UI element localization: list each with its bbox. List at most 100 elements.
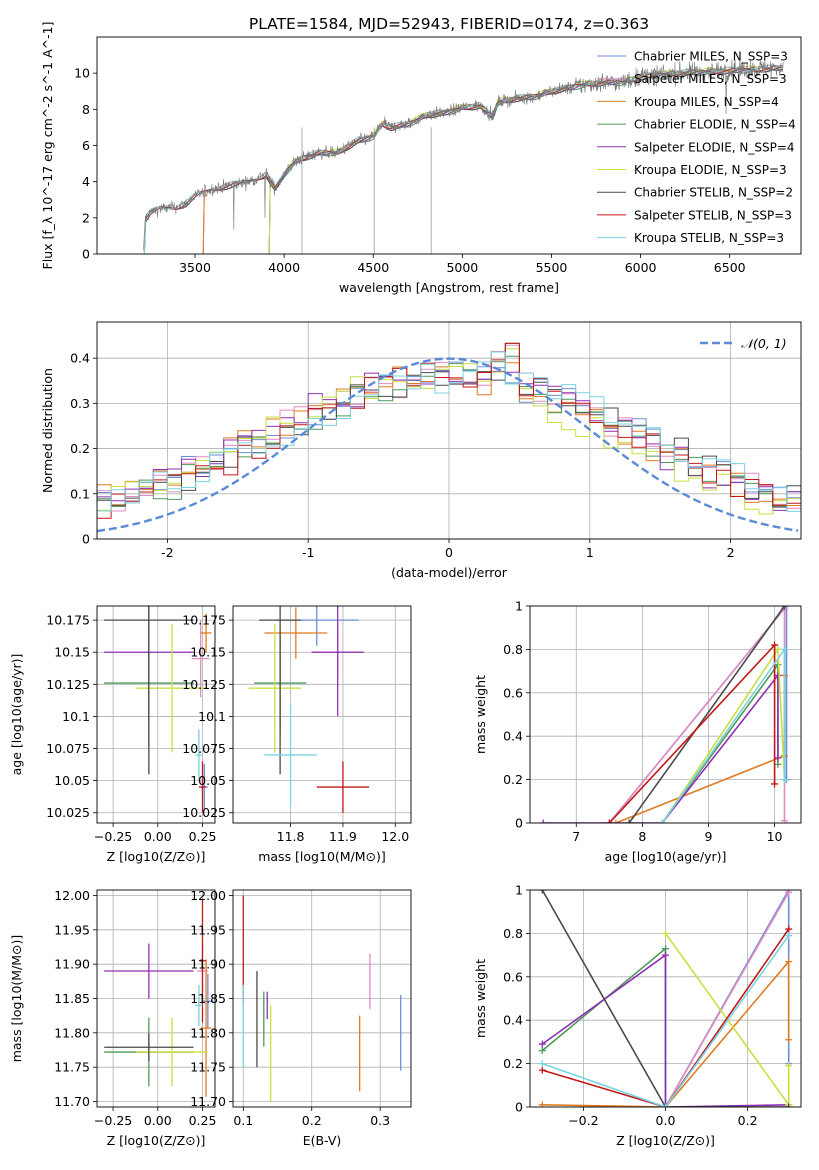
tick-label-x: 6000 <box>625 260 657 275</box>
weight-marker-krou_stelib <box>780 645 788 653</box>
weight-line-krou_stelib <box>542 935 790 1107</box>
tick-label-x: 11.9 <box>329 829 357 844</box>
x-axis-label: E(B-V) <box>303 1133 342 1148</box>
axes-frame <box>529 605 802 824</box>
axes-frame <box>96 605 216 824</box>
panel-5: 7 8 9 10 0 0.2 0.4 0.6 0.8 1 age [log10(age/yr)] ma… <box>473 599 802 864</box>
weight-marker-chab_stelib <box>538 890 546 894</box>
weight-marker-salp_elodie <box>774 671 782 679</box>
axes-frame <box>96 321 802 540</box>
tick-label-y: 0.2 <box>503 1056 523 1071</box>
weight-line-krou_miles <box>615 675 786 823</box>
tick-label-x: 0.00 <box>144 829 172 844</box>
plot-area <box>143 55 784 254</box>
weight-marker-krou_miles <box>612 819 620 823</box>
tick-label-y: 11.80 <box>190 1025 226 1040</box>
legend: Chabrier MILES, N_SSP=3 Salpeter MILES, N… <box>597 50 796 245</box>
tick-label-x: -2 <box>161 545 173 560</box>
tick-label-y: 0.4 <box>70 351 90 366</box>
weight-marker-salp_stelib <box>605 819 613 823</box>
legend-label: Chabrier MILES, N_SSP=3 <box>634 50 788 64</box>
legend-label: Chabrier ELODIE, N_SSP=4 <box>634 118 796 132</box>
plot-area <box>248 606 370 813</box>
x-axis-label: Z [log10(Z/Z⊙)] <box>107 849 206 864</box>
weight-line-salp_elodie <box>541 953 789 1107</box>
tick-label-y: 11.95 <box>54 922 90 937</box>
weight-marker-salp_elodie <box>538 1040 546 1048</box>
x-axis-label: mass [log10(M/M⊙)] <box>258 849 386 864</box>
tick-label-x: 10 <box>767 829 783 844</box>
tick-label-y: 10.15 <box>54 645 90 660</box>
tick-label-y: 10.175 <box>46 613 90 628</box>
tick-label-x: 2 <box>727 545 735 560</box>
tick-label-y: 0.4 <box>503 729 523 744</box>
weight-marker-chab_elodie <box>538 1047 546 1055</box>
tick-label-y: 0.4 <box>503 1013 523 1028</box>
tick-label-y: 0.1 <box>70 486 90 501</box>
weight-line-salp_stelib <box>542 928 790 1107</box>
panel-3: −0.25 0.00 0.25 10.025 10.05 10.075 10.1 10.125… <box>9 605 216 864</box>
y-axis-label: Normed distribution <box>40 368 55 493</box>
legend-label: 𝒩(0, 1) <box>741 336 787 351</box>
tick-label-y: 1 <box>515 883 523 898</box>
weight-marker-salp_stelib <box>771 641 779 649</box>
tick-label-y: 0.2 <box>70 441 90 456</box>
weight-marker-salp_elodie <box>774 754 782 762</box>
panel-2: -2 -1 0 1 2 0 0.1 0.2 0.3 0.4 (data-model)/error No… <box>40 321 802 580</box>
weight-marker-salp_miles <box>785 890 793 896</box>
tick-label-y: 11.85 <box>190 991 226 1006</box>
weight-marker-krou_miles <box>538 1101 546 1107</box>
panel-7: 0.1 0.2 0.3 11.70 11.75 11.80 11.85 11.90 11.95 1… <box>190 888 412 1148</box>
weight-marker-chab_elodie <box>774 760 782 768</box>
y-axis-label: mass weight <box>473 959 488 1038</box>
tick-label-y: 12.00 <box>54 888 90 903</box>
panel-8: −0.2 0.0 0.2 0 0.2 0.4 0.6 0.8 1 Z [log10(Z/Z⊙)] m… <box>473 883 802 1148</box>
weight-marker-chab_stelib <box>625 819 633 823</box>
tick-label-y: 10 <box>74 66 90 81</box>
x-axis-label: Z [log10(Z/Z⊙)] <box>107 1133 206 1148</box>
legend: 𝒩(0, 1) <box>700 336 787 351</box>
tick-label-y: 0.6 <box>503 969 523 984</box>
tick-label-y: 10.175 <box>182 613 226 628</box>
tick-label-x: -1 <box>302 545 314 560</box>
tick-label-x: 6500 <box>714 260 746 275</box>
tick-label-x: 5500 <box>536 260 568 275</box>
tick-label-x: 0.2 <box>302 1113 322 1128</box>
model-salp_stelib <box>143 65 783 254</box>
panel-6: −0.25 0.00 0.25 11.70 11.75 11.80 11.85 11.90 11… <box>9 888 216 1148</box>
x-axis-label: Z [log10(Z/Z⊙)] <box>616 1133 715 1148</box>
tick-label-x: 12.0 <box>381 829 409 844</box>
weight-line-salp_stelib <box>608 643 776 823</box>
y-axis-label: mass weight <box>473 675 488 754</box>
tick-label-y: 0.2 <box>503 772 523 787</box>
tick-label-y: 10.1 <box>198 709 226 724</box>
tick-label-y: 11.90 <box>190 957 226 972</box>
weight-line-chab_stelib <box>628 606 786 823</box>
plot-area <box>242 895 402 1102</box>
panel-4: 11.8 11.9 12.0 10.025 10.05 10.075 10.1 10.125 1… <box>182 605 412 864</box>
plot-area <box>97 342 801 533</box>
tick-label-x: 7 <box>572 829 580 844</box>
weight-marker-krou_elodie <box>774 645 782 653</box>
legend-label: Salpeter STELIB, N_SSP=3 <box>634 208 792 222</box>
tick-label-y: 10.025 <box>182 805 226 820</box>
tick-label-y: 11.75 <box>54 1060 90 1075</box>
weight-marker-chab_stelib <box>785 1103 793 1107</box>
tick-label-y: 11.95 <box>190 922 226 937</box>
tick-label-x: 0.1 <box>233 1113 253 1128</box>
tick-label-x: −0.25 <box>94 1113 132 1128</box>
tick-label-x: 0.2 <box>738 1113 758 1128</box>
weight-marker-salp_stelib <box>538 1066 546 1074</box>
tick-label-y: 10.1 <box>62 709 90 724</box>
y-axis-label: Flux [f_λ 10^-17 erg cm^-2 s^-1 A^-1] <box>40 22 55 270</box>
legend-label: Kroupa ELODIE, N_SSP=3 <box>634 163 787 177</box>
tick-label-x: 9 <box>704 829 712 844</box>
weight-line-chab_elodie <box>541 946 667 1107</box>
tick-label-y: 11.85 <box>54 991 90 1006</box>
axes-frame <box>96 36 802 255</box>
tick-label-x: 4000 <box>268 260 300 275</box>
legend-label: Chabrier STELIB, N_SSP=2 <box>634 186 793 200</box>
axes-frame <box>529 889 802 1108</box>
tick-label-x: 11.8 <box>277 829 305 844</box>
